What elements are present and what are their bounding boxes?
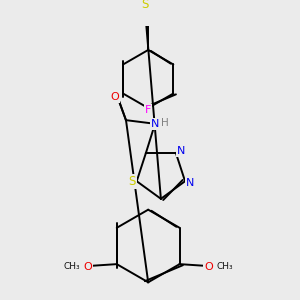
Text: F: F [145, 105, 152, 115]
Text: O: O [111, 92, 119, 103]
Text: CH₃: CH₃ [217, 262, 233, 271]
Text: S: S [128, 175, 136, 188]
Text: CH₃: CH₃ [63, 262, 80, 271]
Text: H: H [161, 118, 169, 128]
Text: N: N [186, 178, 195, 188]
Text: O: O [204, 262, 213, 272]
Text: O: O [83, 262, 92, 272]
Text: N: N [177, 146, 185, 156]
Text: N: N [151, 119, 159, 129]
Text: S: S [141, 0, 148, 11]
